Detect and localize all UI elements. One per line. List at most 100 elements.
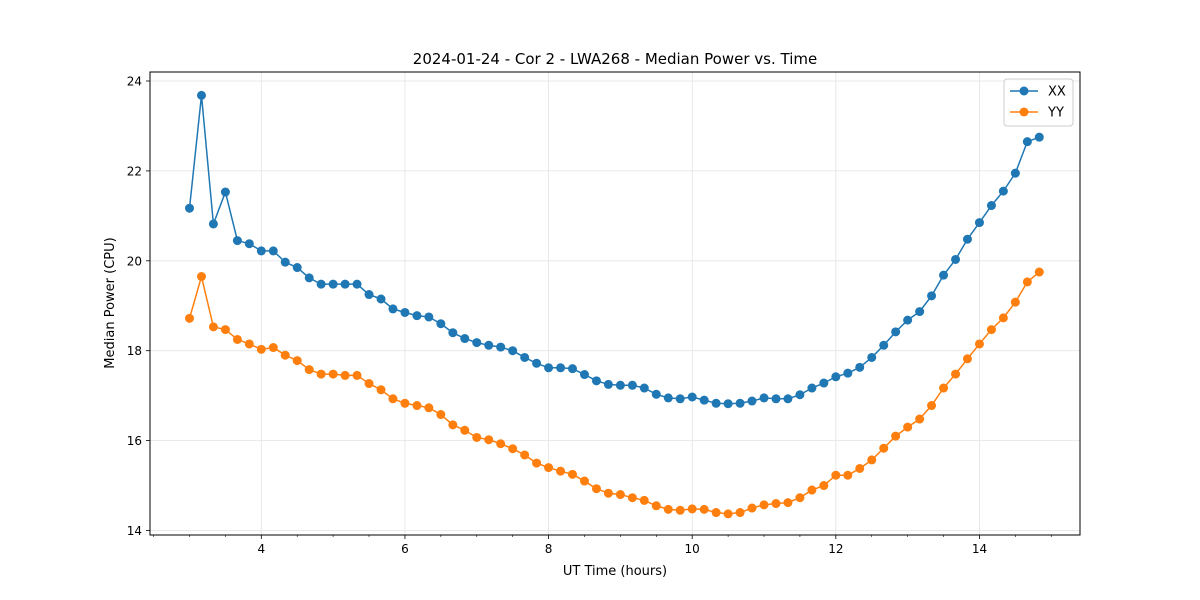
- series-yy-point: [364, 379, 374, 389]
- series-yy-point: [292, 356, 302, 366]
- series-yy-point: [747, 503, 757, 513]
- series-xx-point: [735, 398, 745, 408]
- series-yy-point: [1010, 297, 1020, 307]
- series-yy-point: [268, 343, 278, 353]
- series-xx-point: [508, 346, 518, 356]
- series-xx-point: [591, 376, 601, 386]
- y-tick-label: 16: [127, 434, 142, 448]
- series-yy-point: [711, 508, 721, 518]
- series-xx-point: [388, 304, 398, 314]
- series-yy-point: [615, 490, 625, 500]
- series-yy-point: [867, 455, 877, 465]
- series-yy-point: [891, 431, 901, 441]
- series-yy-point: [352, 370, 362, 380]
- legend: XX YY: [1003, 78, 1074, 127]
- y-tick-label: 20: [127, 254, 142, 268]
- y-tick-label: 22: [127, 164, 142, 178]
- series-xx-point: [544, 363, 554, 373]
- series-xx-point: [376, 294, 386, 304]
- y-tick-label: 24: [127, 74, 142, 88]
- series-xx-point: [472, 338, 482, 348]
- series-xx-point: [220, 187, 230, 197]
- series-yy-point: [1034, 267, 1044, 277]
- series-xx-point: [843, 368, 853, 378]
- series-xx-point: [1010, 168, 1020, 178]
- series-yy-point: [304, 365, 314, 375]
- series-group: [185, 90, 1044, 519]
- series-xx-point: [879, 340, 889, 350]
- series-xx-point: [448, 328, 458, 338]
- series-xx-point: [256, 246, 266, 256]
- series-yy-point: [1022, 277, 1032, 287]
- series-yy-point: [927, 401, 937, 411]
- series-xx-point: [998, 186, 1008, 196]
- series-xx-point: [771, 394, 781, 404]
- legend-yy-label: YY: [1047, 106, 1064, 121]
- series-xx-point: [567, 364, 577, 374]
- series-xx-point: [819, 378, 829, 388]
- series-yy-point: [208, 322, 218, 332]
- series-yy-point: [544, 463, 554, 473]
- series-xx-point: [711, 398, 721, 408]
- series-yy-point: [951, 369, 961, 379]
- series-yy-point: [723, 509, 733, 519]
- series-yy-point: [472, 432, 482, 442]
- series-yy-point: [759, 500, 769, 510]
- series-xx-point: [627, 380, 637, 390]
- series-xx-point: [783, 394, 793, 404]
- series-xx-point: [208, 219, 218, 229]
- series-xx-point: [400, 307, 410, 317]
- series-xx-point: [340, 279, 350, 289]
- series-yy-point: [998, 313, 1008, 323]
- series-xx-point: [436, 319, 446, 329]
- series-yy-point: [651, 501, 661, 511]
- series-xx-point: [639, 383, 649, 393]
- series-yy-point: [819, 481, 829, 491]
- series-yy-point: [436, 410, 446, 420]
- y-tick-label: 18: [127, 344, 142, 358]
- series-yy-point: [795, 493, 805, 503]
- series-xx-point: [1022, 137, 1032, 147]
- series-yy-point: [388, 394, 398, 404]
- series-xx-point: [615, 380, 625, 390]
- series-yy-point: [831, 470, 841, 480]
- series-yy-point: [974, 339, 984, 349]
- series-yy-point: [579, 476, 589, 486]
- chart-title: 2024-01-24 - Cor 2 - LWA268 - Median Pow…: [413, 50, 817, 68]
- series-xx-point: [986, 201, 996, 211]
- series-xx-point: [855, 362, 865, 372]
- series-xx-point: [915, 307, 925, 317]
- series-xx-point: [328, 279, 338, 289]
- series-xx-point: [651, 389, 661, 399]
- series-xx-point: [244, 239, 254, 249]
- series-xx-point: [532, 358, 542, 368]
- series-yy-point: [986, 325, 996, 335]
- series-xx-point: [496, 342, 506, 352]
- series-xx-point: [292, 263, 302, 273]
- series-xx-point: [364, 290, 374, 300]
- series-xx-point: [687, 392, 697, 402]
- grid-lines: [150, 72, 1080, 535]
- series-yy-point: [328, 369, 338, 379]
- x-tick-label: 4: [257, 542, 265, 556]
- series-xx-point: [412, 311, 422, 321]
- series-yy-point: [567, 469, 577, 479]
- legend-xx-label: XX: [1048, 85, 1066, 100]
- series-yy-point: [807, 485, 817, 495]
- series-xx-point: [795, 390, 805, 400]
- series-yy-point: [675, 505, 685, 515]
- series-xx-point: [484, 340, 494, 350]
- series-yy-point: [591, 484, 601, 494]
- series-xx-point: [424, 312, 434, 322]
- series-yy-point: [879, 443, 889, 453]
- axis-ticks: 4 6 8 10 12 14 14 16 18 20 22 24: [127, 74, 1052, 556]
- series-yy-point: [448, 420, 458, 430]
- series-xx-point: [903, 315, 913, 325]
- series-yy-point: [185, 313, 194, 323]
- series-xx-point: [520, 352, 530, 362]
- series-xx-point: [962, 234, 972, 244]
- series-yy-point: [400, 398, 410, 408]
- series-xx-point: [556, 363, 566, 373]
- series-xx-point: [280, 257, 290, 267]
- series-yy-point: [232, 334, 242, 344]
